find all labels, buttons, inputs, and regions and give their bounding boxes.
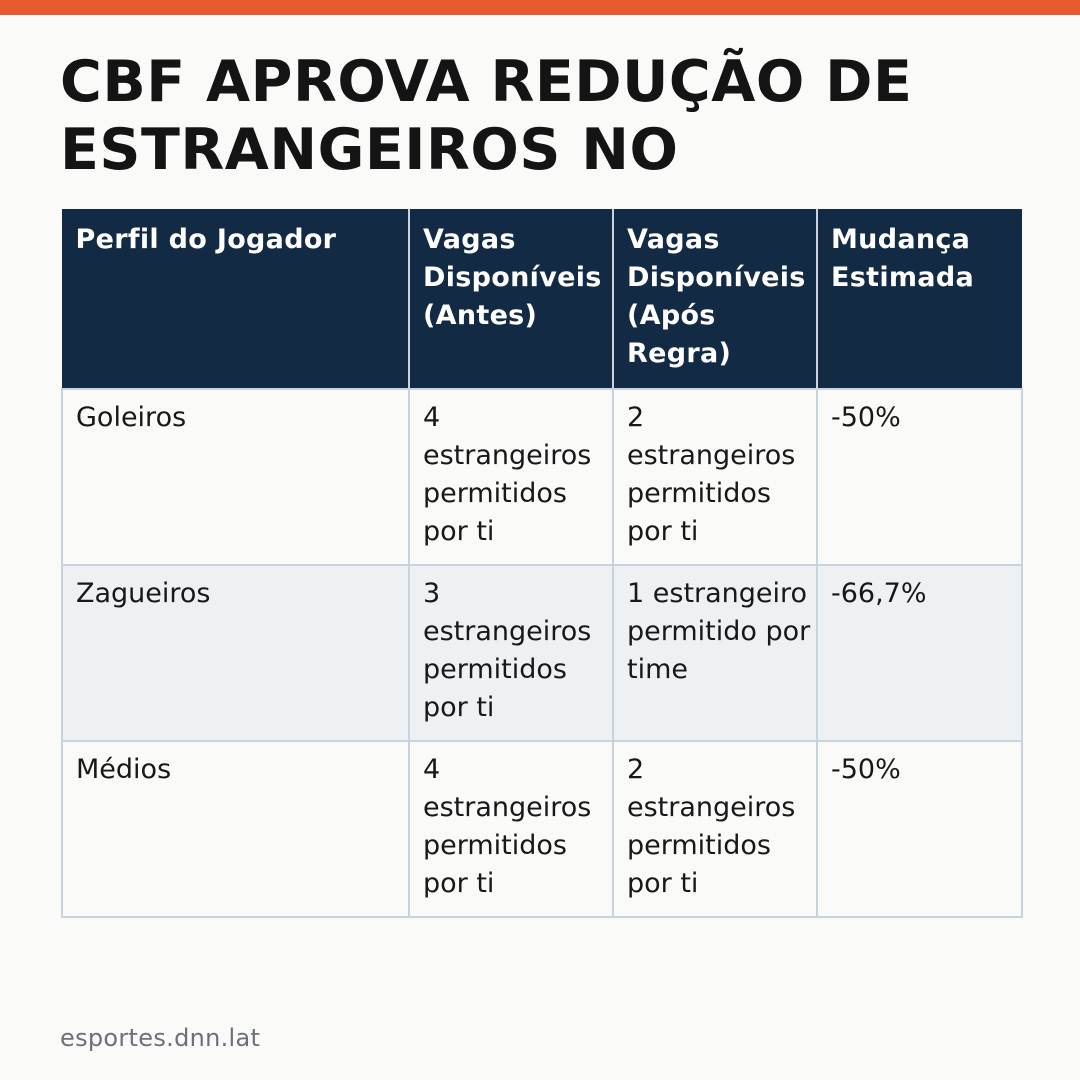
cell-before: 3 estrangeiros permitidos por ti: [408, 564, 614, 742]
cell-profile: Goleiros: [61, 388, 410, 566]
table-header-row: Perfil do Jogador Vagas Disponíveis (Ant…: [61, 209, 1022, 389]
table-body: Goleiros 4 estrangeiros permitidos por t…: [61, 388, 1023, 918]
foreign-players-table: Perfil do Jogador Vagas Disponíveis (Ant…: [61, 209, 1023, 918]
table-header: Perfil do Jogador Vagas Disponíveis (Ant…: [61, 209, 1022, 389]
headline: CBF APROVA REDUÇÃO DE ESTRANGEIROS NO: [60, 48, 1020, 184]
header-estimated-change: Mudança Estimada: [816, 209, 1022, 389]
cell-change: -50%: [816, 388, 1023, 566]
source-credit: esportes.dnn.lat: [60, 1024, 261, 1052]
cell-profile: Médios: [61, 740, 410, 918]
table-row: Médios 4 estrangeiros permitidos por ti …: [61, 740, 1023, 918]
top-accent-bar: [0, 0, 1080, 15]
cell-after: 2 estrangeiros permitidos por ti: [612, 388, 818, 566]
headline-line-2: ESTRANGEIROS NO: [60, 117, 679, 183]
header-slots-before: Vagas Disponíveis (Antes): [408, 209, 613, 389]
cell-after: 1 estrangeiro permitido por time: [612, 564, 818, 742]
table-row: Goleiros 4 estrangeiros permitidos por t…: [61, 388, 1023, 566]
header-player-profile: Perfil do Jogador: [61, 209, 409, 389]
cell-profile: Zagueiros: [61, 564, 410, 742]
table-row: Zagueiros 3 estrangeiros permitidos por …: [61, 564, 1023, 742]
cell-before: 4 estrangeiros permitidos por ti: [408, 388, 614, 566]
cell-after: 2 estrangeiros permitidos por ti: [612, 740, 818, 918]
cell-before: 4 estrangeiros permitidos por ti: [408, 740, 614, 918]
cell-change: -50%: [816, 740, 1023, 918]
headline-line-1: CBF APROVA REDUÇÃO DE: [60, 49, 913, 115]
cell-change: -66,7%: [816, 564, 1023, 742]
header-slots-after: Vagas Disponíveis (Após Regra): [612, 209, 817, 389]
